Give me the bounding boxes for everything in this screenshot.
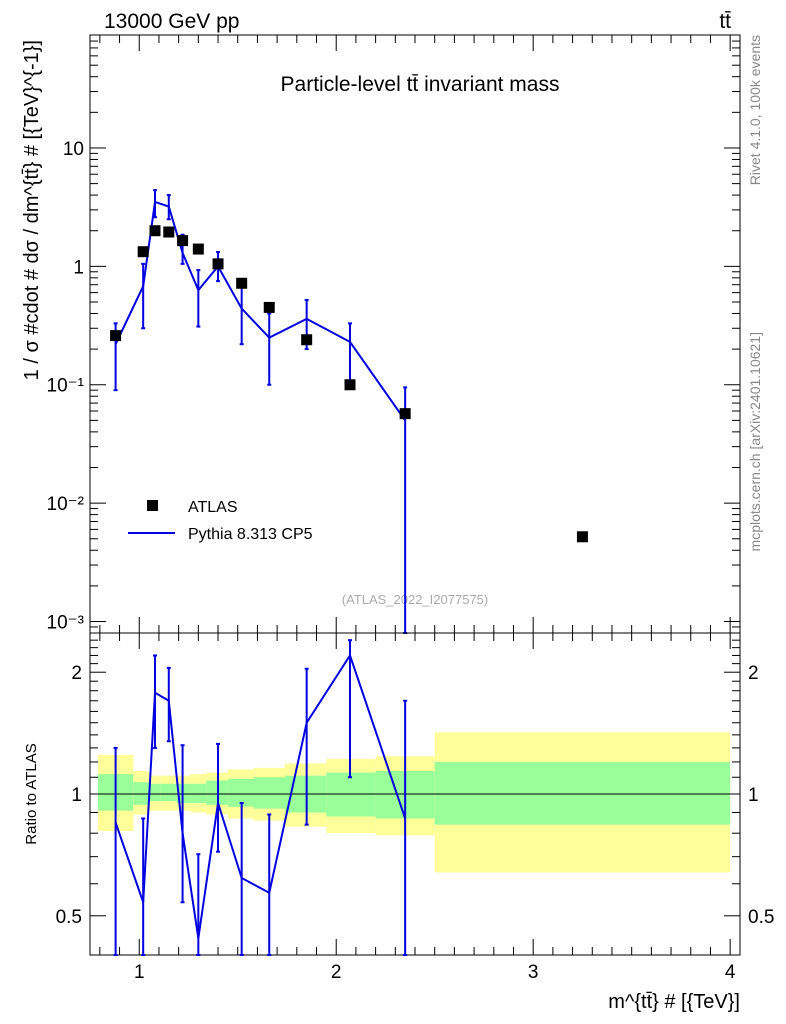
ratio-y-tick-label-left: 0.5 (56, 907, 82, 928)
atlas-data-point (576, 531, 588, 543)
ratio-y-tick-label-left: 2 (71, 663, 82, 684)
atlas-data-point (137, 246, 149, 258)
x-axis-label: m^{tt̄} # [{TeV}] (608, 991, 740, 1013)
lower-axes: 1 2 3 4 0.5 0.5 1 1 2 2 (56, 632, 774, 983)
legend: ATLAS Pythia 8.313 CP5 (128, 499, 313, 543)
x-tick-label: 3 (528, 962, 539, 983)
band-inner (133, 782, 150, 805)
atlas-data-point (110, 330, 122, 342)
band-inner (149, 783, 161, 802)
header-right: tt̄ (719, 10, 731, 33)
x-tick-label: 1 (134, 962, 145, 983)
band-inner (160, 783, 177, 802)
upper-data (110, 189, 588, 634)
lower-panel: 1 2 3 4 0.5 0.5 1 1 2 2 Ratio to ATLAS (23, 632, 774, 983)
atlas-data-point (149, 225, 161, 237)
atlas-data-point (177, 235, 189, 247)
upper-plot-frame (89, 34, 741, 634)
band-inner (434, 761, 731, 825)
atlas-data-point (163, 226, 175, 238)
y-tick-label: 10⁻¹ (47, 376, 85, 397)
y-tick-label: 10⁻² (47, 494, 85, 515)
atlas-data-point (399, 408, 411, 420)
legend-atlas-marker (147, 500, 158, 511)
atlas-data-point (301, 334, 313, 346)
upper-y-axis-label: 1 / σ #cdot # dσ / dm^{tt̄} # [{TeV}^{-1… (21, 40, 43, 380)
atlas-data-point (344, 379, 356, 391)
legend-pythia-label: Pythia 8.313 CP5 (188, 526, 313, 543)
watermark: (ATLAS_2022_I2077575) (342, 592, 488, 607)
upper-panel: 10⁻³ 10⁻² 10⁻¹ 1 10 Particle-level tt̄ invar… (21, 34, 741, 634)
mc-line (114, 200, 406, 421)
ratio-y-tick-label-right: 1 (748, 785, 759, 806)
mcplots-label: mcplots.cern.ch [arXiv:2401.10621] (747, 332, 763, 551)
y-tick-label: 10 (63, 139, 84, 160)
header-left: 13000 GeV pp (104, 10, 239, 33)
rivet-label: Rivet 4.1.0, 100k events (747, 35, 763, 185)
y-tick-label: 1 (73, 257, 84, 278)
lower-y-axis-label: Ratio to ATLAS (23, 743, 40, 844)
band-inner (253, 777, 285, 809)
upper-title: Particle-level tt̄ invariant mass (281, 73, 560, 96)
atlas-data-point (212, 258, 224, 270)
band-inner (190, 783, 207, 804)
x-tick-label: 2 (331, 962, 342, 983)
upper-axes: 10⁻³ 10⁻² 10⁻¹ 1 10 (47, 34, 740, 634)
y-tick-label: 10⁻³ (47, 613, 85, 634)
atlas-data-point (192, 243, 204, 255)
atlas-data-point (236, 277, 248, 289)
lower-data (113, 639, 408, 956)
ratio-y-tick-label-right: 0.5 (748, 907, 774, 928)
atlas-data-point (263, 301, 275, 313)
x-tick-label: 4 (725, 962, 736, 983)
ratio-line (114, 653, 407, 939)
ratio-uncertainty-bands (97, 732, 731, 873)
ratio-y-tick-label-right: 2 (748, 663, 759, 684)
legend-atlas-label: ATLAS (188, 499, 238, 516)
ratio-y-tick-label-left: 1 (71, 785, 82, 806)
